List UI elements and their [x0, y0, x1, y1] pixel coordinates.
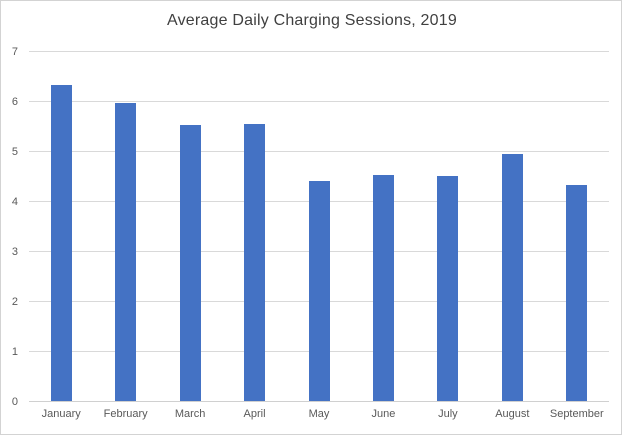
x-axis-label: June: [371, 408, 396, 420]
x-axis-label: May: [308, 408, 330, 420]
y-tick-label: 5: [11, 146, 18, 158]
chart-title: Average Daily Charging Sessions, 2019: [167, 12, 457, 29]
bar-may: [308, 181, 330, 401]
y-tick-label: 2: [11, 296, 18, 308]
x-axis-label: January: [41, 408, 81, 420]
bar-march: [179, 125, 201, 401]
y-tick-label: 6: [11, 96, 18, 108]
bar-july: [437, 176, 459, 401]
bar-april: [244, 123, 266, 401]
x-axis-label: February: [103, 408, 148, 420]
x-axis-label: September: [549, 408, 604, 420]
bar-february: [115, 103, 137, 401]
bar-september: [566, 184, 588, 401]
y-tick-label: 0: [11, 396, 18, 408]
x-axis-label: July: [438, 408, 458, 420]
x-axis-label: March: [174, 408, 206, 420]
bar-august: [501, 153, 523, 401]
bar-january: [50, 84, 72, 401]
gridline: [29, 151, 609, 152]
y-tick-label: 4: [11, 196, 18, 208]
y-tick-label: 7: [11, 46, 18, 58]
y-tick-label: 1: [11, 346, 18, 358]
gridline: [29, 101, 609, 102]
plot-area: [29, 51, 609, 402]
x-axis-label: April: [243, 408, 266, 420]
bar-june: [372, 175, 394, 401]
x-axis-label: August: [495, 408, 530, 420]
y-tick-label: 3: [11, 246, 18, 258]
x-axis-baseline: [29, 401, 609, 402]
gridline: [29, 51, 609, 52]
